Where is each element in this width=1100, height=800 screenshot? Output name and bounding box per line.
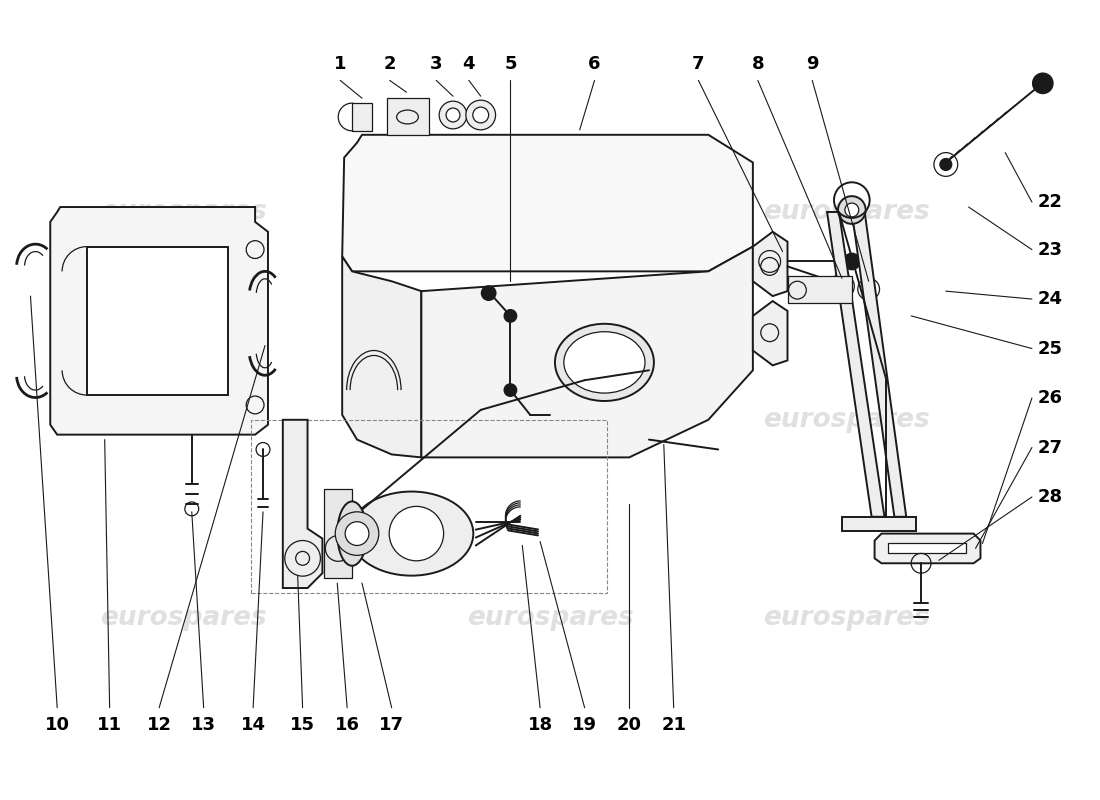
Circle shape bbox=[845, 203, 859, 217]
Polygon shape bbox=[827, 212, 884, 517]
Polygon shape bbox=[342, 257, 421, 458]
Ellipse shape bbox=[350, 491, 473, 576]
Polygon shape bbox=[342, 134, 752, 271]
Circle shape bbox=[345, 522, 368, 546]
Text: eurospares: eurospares bbox=[466, 605, 634, 630]
Circle shape bbox=[838, 196, 866, 224]
Text: eurospares: eurospares bbox=[466, 199, 634, 225]
Polygon shape bbox=[51, 207, 268, 434]
Text: 22: 22 bbox=[1037, 193, 1063, 211]
Circle shape bbox=[1033, 74, 1053, 94]
Text: 5: 5 bbox=[504, 54, 517, 73]
Polygon shape bbox=[324, 489, 352, 578]
Text: 9: 9 bbox=[806, 54, 818, 73]
Text: 18: 18 bbox=[528, 715, 552, 734]
Ellipse shape bbox=[554, 324, 653, 401]
Ellipse shape bbox=[389, 506, 443, 561]
Circle shape bbox=[505, 310, 516, 322]
Bar bbox=[251, 420, 607, 593]
Polygon shape bbox=[421, 246, 752, 458]
Polygon shape bbox=[352, 103, 372, 131]
Text: 10: 10 bbox=[45, 715, 69, 734]
Text: 26: 26 bbox=[1037, 389, 1063, 407]
Text: eurospares: eurospares bbox=[100, 406, 267, 433]
Text: eurospares: eurospares bbox=[763, 406, 931, 433]
Circle shape bbox=[482, 286, 496, 300]
Ellipse shape bbox=[338, 502, 367, 566]
Polygon shape bbox=[752, 232, 788, 296]
Circle shape bbox=[505, 384, 516, 396]
Polygon shape bbox=[87, 246, 229, 395]
Circle shape bbox=[939, 158, 952, 170]
Circle shape bbox=[439, 101, 466, 129]
Text: 8: 8 bbox=[751, 54, 764, 73]
Text: eurospares: eurospares bbox=[763, 199, 931, 225]
Polygon shape bbox=[788, 276, 851, 303]
Text: 16: 16 bbox=[334, 715, 360, 734]
Text: 21: 21 bbox=[661, 715, 686, 734]
Text: 2: 2 bbox=[384, 54, 396, 73]
Text: 6: 6 bbox=[588, 54, 601, 73]
Text: 23: 23 bbox=[1037, 241, 1063, 258]
Polygon shape bbox=[874, 534, 980, 563]
Text: 24: 24 bbox=[1037, 290, 1063, 308]
Polygon shape bbox=[387, 98, 429, 134]
Polygon shape bbox=[752, 301, 788, 366]
Polygon shape bbox=[889, 543, 966, 554]
Circle shape bbox=[473, 107, 488, 123]
Polygon shape bbox=[851, 212, 906, 517]
Text: 17: 17 bbox=[379, 715, 404, 734]
Text: 28: 28 bbox=[1037, 488, 1063, 506]
Text: 20: 20 bbox=[617, 715, 641, 734]
Text: 12: 12 bbox=[146, 715, 172, 734]
Polygon shape bbox=[842, 517, 916, 530]
Text: eurospares: eurospares bbox=[100, 199, 267, 225]
Text: 4: 4 bbox=[463, 54, 475, 73]
Circle shape bbox=[336, 512, 378, 555]
Text: 11: 11 bbox=[97, 715, 122, 734]
Text: 7: 7 bbox=[692, 54, 705, 73]
Circle shape bbox=[844, 254, 860, 270]
Text: 19: 19 bbox=[572, 715, 597, 734]
Circle shape bbox=[466, 100, 496, 130]
Text: 14: 14 bbox=[241, 715, 265, 734]
Text: 3: 3 bbox=[430, 54, 442, 73]
Circle shape bbox=[447, 108, 460, 122]
Text: eurospares: eurospares bbox=[466, 406, 634, 433]
Polygon shape bbox=[283, 420, 322, 588]
Text: 25: 25 bbox=[1037, 339, 1063, 358]
Text: 15: 15 bbox=[290, 715, 315, 734]
Text: 27: 27 bbox=[1037, 438, 1063, 457]
Text: eurospares: eurospares bbox=[100, 605, 267, 630]
Text: 1: 1 bbox=[334, 54, 346, 73]
Ellipse shape bbox=[564, 332, 645, 393]
Text: 13: 13 bbox=[191, 715, 216, 734]
Text: eurospares: eurospares bbox=[763, 605, 931, 630]
